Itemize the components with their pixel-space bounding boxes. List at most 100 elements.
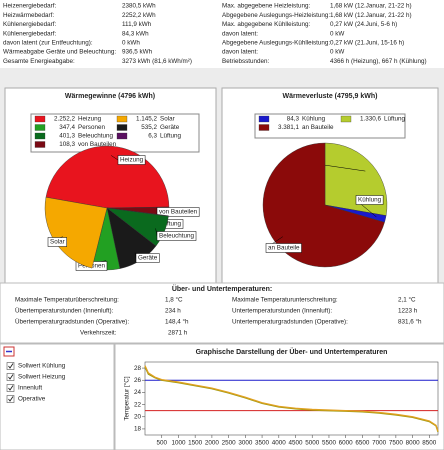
legend-label: Personen bbox=[78, 124, 105, 131]
slice-label-box bbox=[156, 231, 197, 241]
energy-label: Max. abgegebene Heizleistung: bbox=[222, 3, 310, 10]
y-axis-label: Temperatur [°C] bbox=[123, 376, 131, 420]
x-tick-label: 5500 bbox=[322, 440, 337, 447]
energy-value: 2252,2 kWh bbox=[122, 12, 156, 19]
energy-value: 4366 h (Heizung), 667 h (Kühlung) bbox=[330, 58, 427, 65]
energy-panel bbox=[0, 0, 444, 68]
x-tick-label: 2000 bbox=[205, 440, 220, 447]
stat-value: 1,8 °C bbox=[165, 296, 183, 304]
x-tick-label: 7000 bbox=[372, 440, 387, 447]
energy-label: Heizenergiebedarf: bbox=[3, 3, 56, 10]
slice-label: von Bauteilen bbox=[159, 209, 198, 216]
chart-panel bbox=[114, 343, 444, 450]
slice-label: Beleuchtung bbox=[159, 233, 195, 240]
energy-value: 936,5 kWh bbox=[122, 49, 153, 56]
legend-value: 6,3 bbox=[148, 133, 157, 140]
legend-swatch bbox=[116, 124, 128, 131]
slice-label-box bbox=[156, 207, 200, 217]
stat-label: Untertemperaturgradstunden (Operative): bbox=[232, 319, 348, 326]
stat-label: Verkehrszeit: bbox=[80, 330, 117, 337]
energy-label: davon latent: bbox=[222, 30, 258, 37]
x-tick-label: 1000 bbox=[171, 440, 186, 447]
legend-label: Beleuchtung bbox=[78, 133, 114, 140]
x-tick-label: 8500 bbox=[422, 440, 437, 447]
leader-line bbox=[111, 155, 119, 161]
stat-value: 1223 h bbox=[398, 308, 418, 315]
energy-label: Abgegebene Auslegungs-Heizleistung: bbox=[222, 12, 330, 19]
x-tick-label: 5000 bbox=[305, 440, 320, 447]
section-title: Über- und Untertemperaturen: bbox=[172, 284, 272, 293]
stat-label: Untertemperaturstunden (Innenluft): bbox=[232, 308, 332, 315]
energy-label: Gesamte Energieabgabe: bbox=[3, 58, 75, 65]
x-tick-label: 6000 bbox=[339, 440, 354, 447]
temperature-panel bbox=[0, 282, 444, 344]
y-tick-label: 22 bbox=[134, 401, 142, 408]
legend-value: 108,3 bbox=[59, 141, 75, 148]
legend-swatch bbox=[258, 124, 270, 131]
y-tick-label: 20 bbox=[134, 413, 142, 420]
energy-value: 111,9 kWh bbox=[122, 21, 152, 28]
energy-label: Heizwärmebedarf: bbox=[3, 12, 54, 19]
legend-checkbox[interactable] bbox=[6, 395, 15, 403]
legend-label: Sollwert Kühlung bbox=[18, 363, 66, 370]
legend-value: 1.145,2 bbox=[136, 116, 158, 123]
energy-label: Kühlenergiebedarf: bbox=[3, 30, 56, 37]
x-tick-label: 500 bbox=[156, 440, 167, 447]
x-tick-label: 3500 bbox=[255, 440, 270, 447]
legend-label: an Bauteile bbox=[302, 124, 334, 131]
legend-label: Innenluft bbox=[18, 385, 42, 392]
slice-label-box bbox=[355, 195, 384, 205]
legend-value: 3.381,1 bbox=[278, 124, 300, 131]
energy-value: 0,27 kW (21.Juni, 15-16 h) bbox=[330, 39, 404, 46]
series-line bbox=[144, 365, 439, 432]
energy-value: 1,68 kW (12.Januar, 21-22 h) bbox=[330, 3, 412, 10]
legend-checkbox[interactable] bbox=[6, 362, 15, 370]
slice-label-box bbox=[47, 237, 67, 247]
energy-value: 0 kWh bbox=[122, 39, 140, 46]
legend-value: 1.330,6 bbox=[360, 116, 382, 123]
stat-value: 2,1 °C bbox=[398, 296, 416, 304]
stat-label: Übertemperaturgradstunden (Operative): bbox=[15, 318, 129, 326]
legend-swatch bbox=[258, 115, 270, 123]
legend-label: Solar bbox=[160, 116, 175, 123]
legend-value: 347,4 bbox=[59, 124, 75, 131]
legend-checkbox[interactable] bbox=[6, 373, 15, 381]
checkbox-tick bbox=[8, 385, 14, 391]
checkbox-tick bbox=[8, 363, 14, 369]
slice-label-box bbox=[265, 243, 302, 253]
legend-label: von Bauteilen bbox=[78, 141, 117, 148]
legend-swatch bbox=[116, 115, 128, 123]
x-tick-label: 1500 bbox=[188, 440, 203, 447]
energy-value: 0 kW bbox=[330, 30, 344, 37]
legend-swatch bbox=[116, 132, 128, 140]
x-tick-label: 4000 bbox=[272, 440, 287, 447]
y-tick-label: 24 bbox=[134, 389, 142, 396]
energy-label: davon latent: bbox=[222, 49, 258, 56]
legend-swatch bbox=[34, 141, 46, 148]
stat-label: Maximale Temperaturunterschreitung: bbox=[232, 297, 338, 304]
legend-value: 535,2 bbox=[141, 124, 157, 131]
legend-label: Heizung bbox=[78, 116, 102, 123]
legend-swatch bbox=[34, 132, 46, 140]
legend-label: Geräte bbox=[160, 124, 180, 131]
legend-label: Kühlung bbox=[302, 116, 326, 123]
y-tick-label: 26 bbox=[134, 377, 142, 384]
stat-value: 148,4 °h bbox=[165, 318, 189, 326]
stat-label: Maximale Temperaturüberschreitung: bbox=[15, 297, 119, 304]
legend-label: Sollwert Heizung bbox=[18, 374, 66, 381]
slice-label: Lüftung bbox=[160, 221, 182, 228]
stat-value: 831,6 °h bbox=[398, 318, 422, 326]
y-tick-label: 18 bbox=[134, 426, 142, 433]
legend-value: 84,3 bbox=[287, 116, 300, 123]
y-tick-label: 28 bbox=[134, 365, 142, 372]
energy-value: 84,3 kWh bbox=[122, 30, 149, 37]
x-tick-label: 3000 bbox=[238, 440, 253, 447]
slice-label-box bbox=[135, 253, 160, 263]
checkbox-tick bbox=[8, 374, 14, 380]
stat-label: Übertemperaturstunden (Innenluft): bbox=[15, 307, 114, 315]
energy-label: Wärmeabgabe Geräte und Beleuchtung: bbox=[3, 49, 116, 56]
stat-value: 234 h bbox=[165, 308, 181, 315]
legend-checkbox[interactable] bbox=[6, 384, 15, 392]
stat-value: 2871 h bbox=[168, 330, 188, 337]
